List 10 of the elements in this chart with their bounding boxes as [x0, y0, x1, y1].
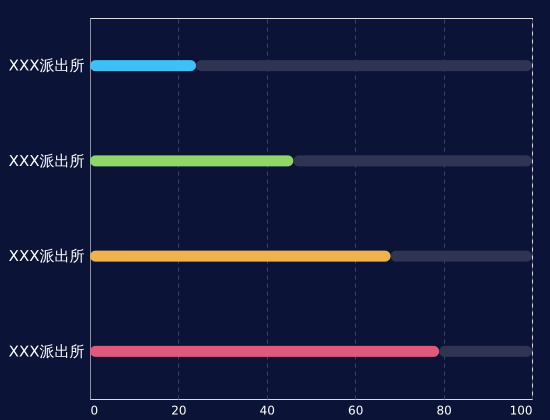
x-tick-label: 0 — [90, 404, 98, 418]
y-tick-label: XXX派出所 — [8, 342, 84, 360]
x-tick-label: 40 — [260, 404, 275, 418]
x-tick-label: 100 — [510, 404, 532, 418]
x-tick-label: 60 — [348, 404, 364, 418]
x-tick-label: 20 — [171, 404, 187, 418]
y-tick-label: XXX派出所 — [8, 56, 84, 75]
x-tick-label: 80 — [436, 404, 452, 418]
y-tick-label: XXX派出所 — [8, 247, 84, 266]
y-tick-label: XXX派出所 — [8, 152, 84, 170]
